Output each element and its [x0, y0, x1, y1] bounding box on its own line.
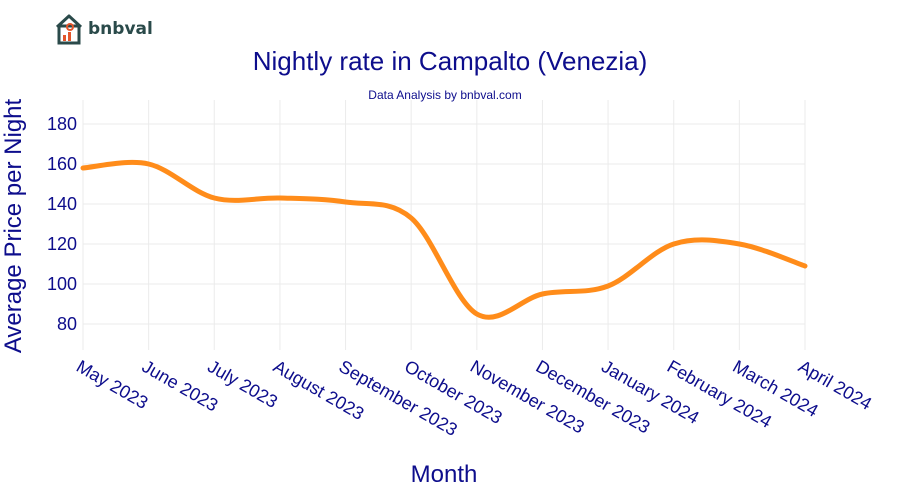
house-chart-icon [55, 14, 83, 45]
y-tick-label: 100 [47, 274, 77, 294]
y-axis-title: Average Price per Night [0, 98, 27, 353]
y-tick-label: 80 [57, 314, 77, 334]
x-tick-label: November 2023 [467, 356, 588, 437]
x-tick-label: May 2023 [73, 356, 151, 413]
y-tick-label: 180 [47, 114, 77, 134]
series-line [80, 159, 808, 320]
chart-subtitle: Data Analysis by bnbval.com [368, 88, 521, 102]
y-tick-label: 160 [47, 154, 77, 174]
x-tick-label: December 2023 [532, 356, 653, 437]
brand-name: bnbval [88, 19, 153, 39]
y-tick-label: 120 [47, 234, 77, 254]
chart-title: Nightly rate in Campalto (Venezia) [253, 46, 648, 76]
grid-lines [82, 100, 806, 350]
y-axis-ticks: 80 100 120 140 160 180 [47, 114, 77, 334]
y-tick-label: 140 [47, 194, 77, 214]
brand-logo: bnbval [54, 12, 153, 46]
x-axis-title: Month [411, 461, 478, 488]
